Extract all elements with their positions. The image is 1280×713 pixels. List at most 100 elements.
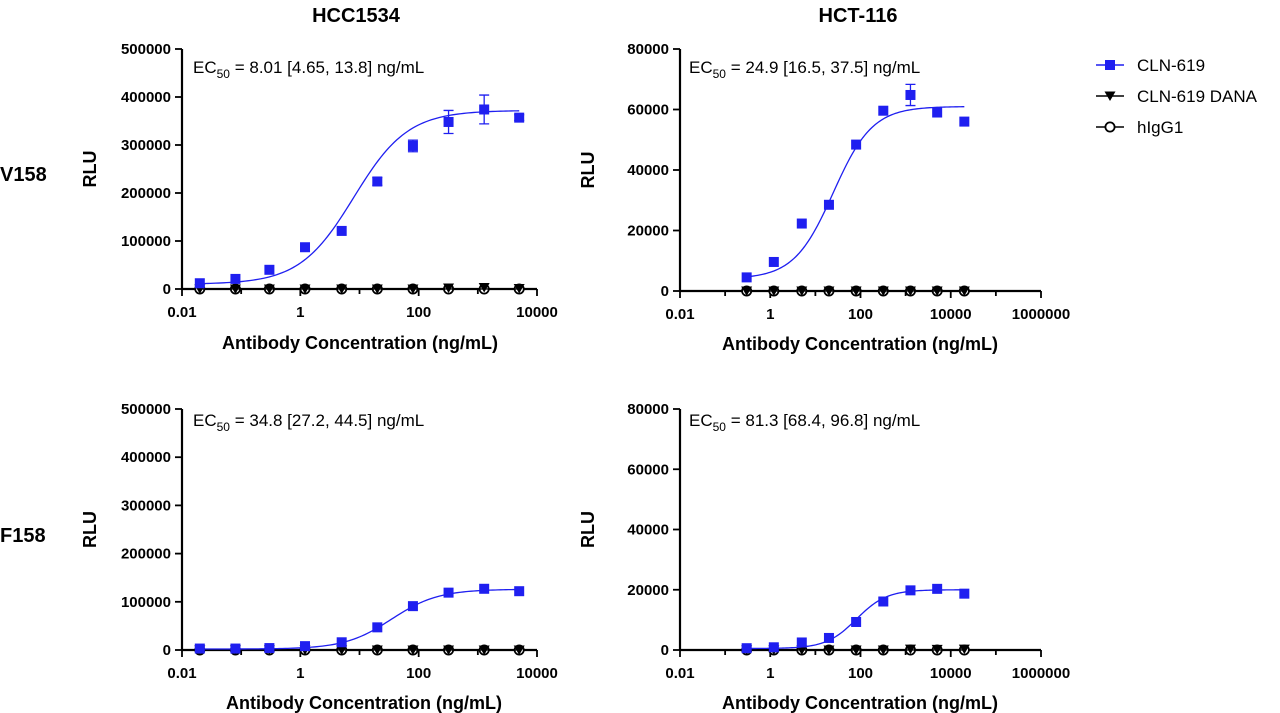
data-point [407, 601, 418, 612]
data-point [850, 645, 862, 655]
row-label-f158: F158 [0, 525, 46, 547]
data-point [372, 622, 383, 633]
data-point [478, 283, 490, 293]
fit-curve [199, 110, 520, 285]
data-point [229, 284, 241, 294]
legend-marker [1104, 121, 1116, 133]
ec50-annotation: EC50 = 8.01 [4.65, 13.8] ng/mL [193, 58, 424, 81]
y-tick-label: 500000 [121, 401, 171, 418]
data-point [336, 645, 348, 655]
y-tick-label: 100000 [121, 594, 171, 611]
data-point [407, 645, 419, 655]
x-tick-label: 100 [848, 306, 873, 323]
series-cln-619 [741, 83, 970, 283]
y-tick-label: 0 [661, 283, 669, 300]
data-point [479, 583, 490, 594]
data-point [768, 286, 780, 296]
column-title-hcc1534: HCC1534 [312, 5, 401, 27]
data-point [513, 284, 525, 294]
data-point [443, 283, 455, 294]
data-point [768, 256, 779, 267]
data-point [905, 585, 916, 596]
data-point [904, 286, 916, 296]
data-point [796, 218, 807, 229]
y-tick-label: 40000 [627, 522, 669, 539]
data-point [299, 284, 311, 294]
ec50-annotation: EC50 = 81.3 [68.4, 96.8] ng/mL [689, 411, 920, 434]
x-tick-label: 100 [406, 665, 431, 682]
data-point [877, 286, 889, 296]
data-point [959, 116, 970, 127]
y-tick-label: 20000 [627, 582, 669, 599]
data-point [514, 586, 525, 597]
data-point [796, 637, 807, 648]
data-point [904, 644, 916, 655]
series-cln-619-dana [741, 286, 970, 296]
y-tick-label: 200000 [121, 546, 171, 563]
y-tick-label: 0 [163, 642, 171, 659]
data-point [932, 107, 943, 118]
x-tick-label: 10000 [516, 665, 558, 682]
data-point [959, 588, 970, 599]
data-point [371, 284, 383, 294]
data-point [263, 284, 275, 294]
data-point [878, 105, 889, 116]
series-cln-619 [194, 583, 525, 654]
data-point [932, 583, 943, 594]
y-tick-label: 80000 [627, 41, 669, 58]
data-point [194, 278, 205, 289]
x-tick-label: 100 [848, 665, 873, 682]
data-point [905, 89, 916, 100]
data-point [371, 645, 383, 655]
data-point [796, 645, 808, 655]
data-point [407, 284, 419, 294]
series-cln-619 [741, 583, 970, 654]
y-tick-label: 100000 [121, 233, 171, 250]
x-tick-label: 1000000 [1012, 665, 1070, 682]
y-tick-label: 80000 [627, 401, 669, 418]
y-tick-label: 60000 [627, 102, 669, 119]
data-point [478, 645, 490, 655]
x-tick-label: 0.01 [167, 304, 196, 321]
data-point [230, 273, 241, 284]
ec50-annotation: EC50 = 34.8 [27.2, 44.5] ng/mL [193, 411, 424, 434]
row-label-v158: V158 [0, 164, 47, 186]
data-point [823, 286, 835, 296]
y-tick-label: 400000 [121, 449, 171, 466]
x-tick-label: 1 [766, 665, 774, 682]
fit-curve [199, 588, 520, 650]
data-point [796, 286, 808, 296]
y-axis-title: RLU [578, 511, 598, 548]
x-tick-label: 10000 [930, 665, 972, 682]
data-point [850, 286, 862, 296]
data-point [300, 242, 311, 253]
data-point [741, 643, 752, 654]
data-point [823, 199, 834, 210]
data-point [194, 643, 205, 654]
y-tick-label: 500000 [121, 41, 171, 58]
y-axis-title: RLU [80, 151, 100, 188]
data-point [878, 596, 889, 607]
data-point [514, 112, 525, 123]
x-tick-label: 100 [406, 304, 431, 321]
panel-hct116-v158: 0 20000 40000 60000 80000 0.01 1 100 10000 100000… [578, 41, 1070, 354]
data-point [877, 645, 889, 655]
y-tick-label: 200000 [121, 185, 171, 202]
data-point [336, 225, 347, 236]
data-point [958, 644, 970, 655]
data-point [851, 616, 862, 627]
x-axis-title: Antibody Concentration (ng/mL) [722, 693, 998, 713]
data-point [479, 104, 490, 115]
data-point [336, 284, 348, 294]
x-tick-label: 0.01 [167, 665, 196, 682]
data-point [407, 140, 418, 151]
fit-curve [746, 106, 965, 278]
x-axis-title: Antibody Concentration (ng/mL) [222, 333, 498, 353]
data-point [372, 176, 383, 187]
x-tick-label: 10000 [930, 306, 972, 323]
data-point [443, 645, 455, 655]
y-tick-label: 0 [661, 642, 669, 659]
data-point [513, 645, 525, 655]
y-tick-label: 300000 [121, 497, 171, 514]
x-tick-label: 1 [766, 306, 774, 323]
